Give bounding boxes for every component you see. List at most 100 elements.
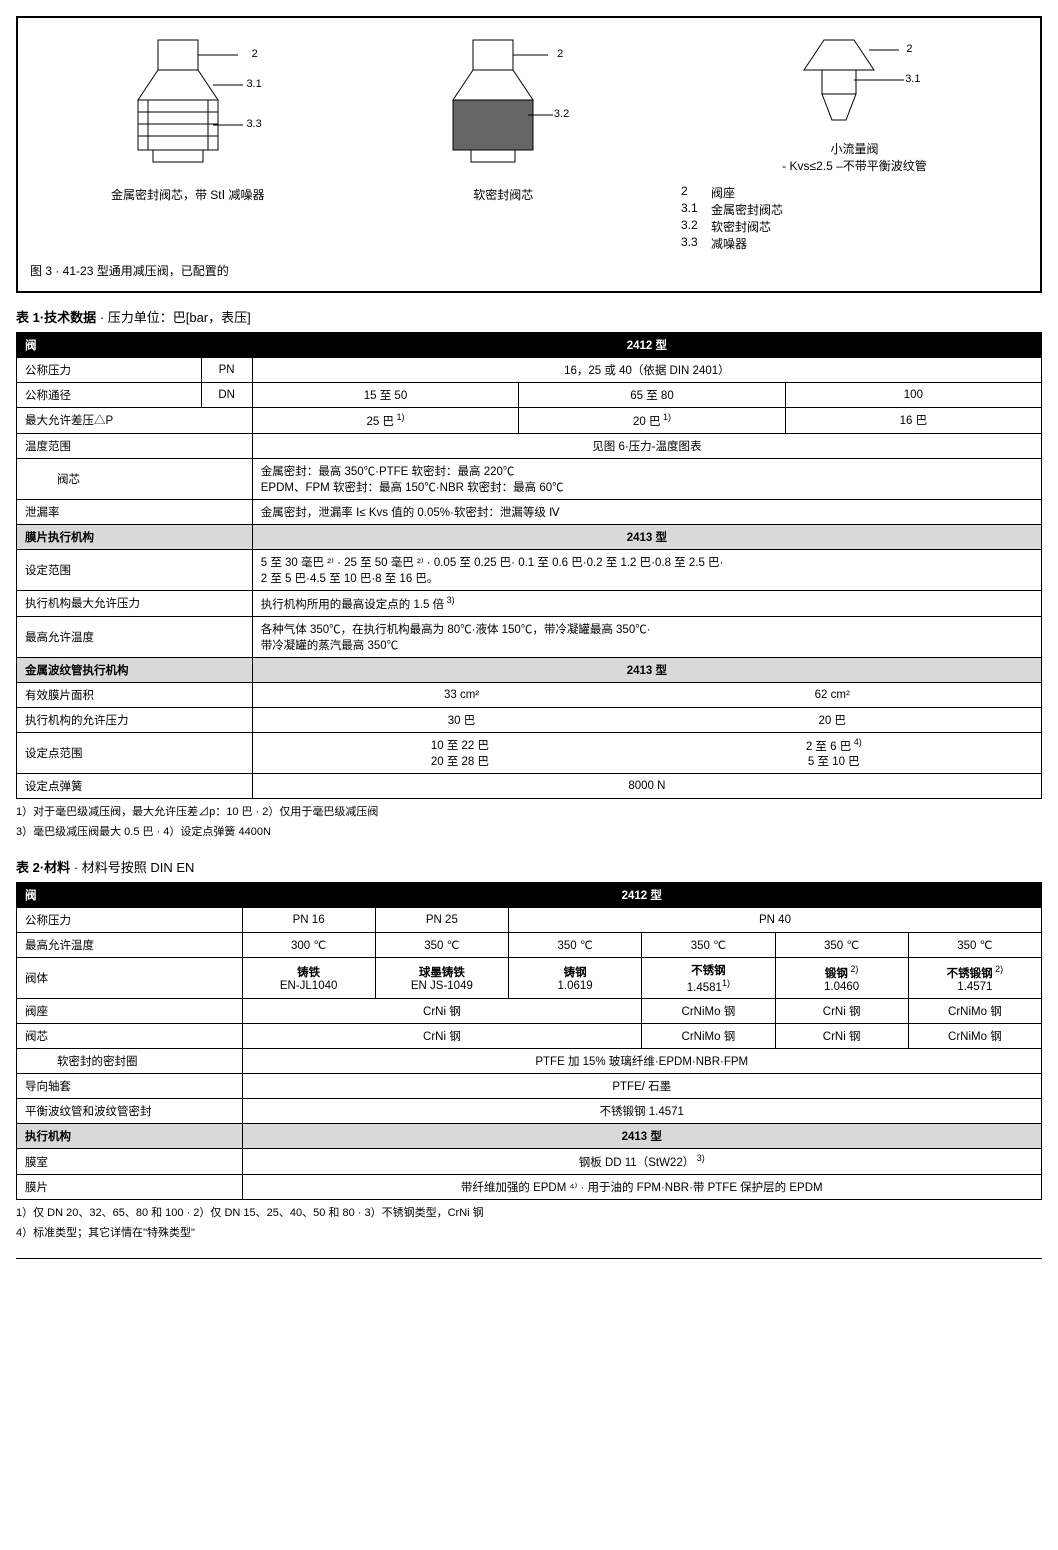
t2-t300: 300 ℃	[242, 933, 375, 958]
t1-allowp-b: 20 巴	[647, 712, 1018, 728]
t2-title-sub: · 材料号按照 DIN EN	[70, 860, 194, 875]
fig2-caption: 软密封阀芯	[473, 186, 533, 203]
t2-b2a: 球墨铸铁	[419, 967, 465, 979]
t2-b1b: EN-JL1040	[280, 980, 338, 992]
t2-maxt: 最高允许温度	[17, 933, 243, 958]
t2-bell: 平衡波纹管和波纹管密封	[17, 1099, 243, 1124]
t1-core: 阀芯	[17, 458, 253, 499]
t1-setp-b1-wrap: 2 至 6 巴 4)	[648, 737, 1019, 754]
t1-maxp-vv: 执行机构所用的最高设定点的 1.5 倍	[261, 599, 444, 611]
t1-dn-u: DN	[201, 383, 252, 408]
t1-pn-v: 16，25 或 40（依据 DIN 2401）	[252, 358, 1041, 383]
t2-b5a: 锻钢	[825, 968, 848, 980]
t1-2413: 2413 型	[252, 524, 1041, 549]
figure-box: 2 3.1 3.3 金属密封阀芯，带 StⅠ 减噪器 2 3.2 软密封	[16, 16, 1042, 293]
t1-set-v: 5 至 30 毫巴 ²⁾ · 25 至 50 毫巴 ²⁾ · 0.05 至 0.…	[252, 549, 1041, 590]
t2-core-crnimo: CrNiMo 钢	[642, 1024, 775, 1049]
fig3-label-31: 3.1	[905, 73, 920, 85]
table-2: 阀2412 型 公称压力PN 16PN 25PN 40 最高允许温度300 ℃3…	[16, 882, 1042, 1200]
t1-foot1: 1）对于毫巴级减压阀，最大允许压差⊿p：10 巴 · 2）仅用于毫巴级减压阀	[16, 803, 1042, 819]
t2-2412: 2412 型	[242, 883, 1042, 908]
t1-maxp: 执行机构最大允许压力	[17, 590, 253, 616]
t1-2413b: 2413 型	[252, 657, 1041, 682]
t1-area-v: 33 cm²62 cm²	[252, 682, 1041, 707]
t1-setp-v: 10 至 22 巴20 至 28 巴 2 至 6 巴 4)5 至 10 巴	[252, 732, 1041, 774]
t1-maxp-v: 执行机构所用的最高设定点的 1.5 倍 3)	[252, 590, 1041, 616]
figure-col-1: 2 3.1 3.3 金属密封阀芯，带 StⅠ 减噪器	[30, 30, 345, 203]
t2-pn25: PN 25	[375, 908, 508, 933]
t2-act: 执行机构	[17, 1124, 243, 1149]
t2-b4: 不锈钢1.45811)	[642, 958, 775, 999]
t2-b6: 不锈锻钢 2)1.4571	[908, 958, 1041, 999]
t2-b3a: 铸钢	[564, 967, 587, 979]
t1-area-b: 62 cm²	[647, 689, 1018, 701]
t2-soft-v: PTFE 加 15% 玻璃纤维·EPDM·NBR·FPM	[242, 1049, 1042, 1074]
t2-seat-crnimo: CrNiMo 钢	[642, 999, 775, 1024]
t1-pn: 公称压力	[17, 358, 202, 383]
t2-sleeve: 导向轴套	[17, 1074, 243, 1099]
t2-b6b: 1.4571	[957, 981, 992, 993]
fig3-label-2: 2	[906, 43, 912, 55]
t2-t350e: 350 ℃	[908, 933, 1041, 958]
t2-pn40: PN 40	[509, 908, 1042, 933]
t2-b1a: 铸铁	[297, 967, 320, 979]
t2-core-crni2: CrNi 钢	[775, 1024, 908, 1049]
figure-col-3: 2 3.1 小流量阀 - Kvs≤2.5 –不带平衡波纹管 2阀座 3.1金属密…	[661, 30, 1028, 252]
t1-temp: 温度范围	[17, 433, 253, 458]
t2-title: 表 2·材料 · 材料号按照 DIN EN	[16, 857, 1042, 876]
t2-b2: 球墨铸铁EN JS-1049	[375, 958, 508, 999]
t2-core-crni: CrNi 钢	[242, 1024, 642, 1049]
t2-b4a: 不锈钢	[691, 965, 726, 977]
fig2-label-32: 3.2	[554, 108, 569, 120]
t2-t350b: 350 ℃	[509, 933, 642, 958]
t1-core-v: 金属密封：最高 350℃·PTFE 软密封：最高 220℃ EPDM、FPM 软…	[252, 458, 1041, 499]
t2-t350d: 350 ℃	[775, 933, 908, 958]
t2-b3b: 1.0619	[558, 980, 593, 992]
t1-foot2: 3）毫巴级减压阀最大 0.5 巴 · 4）设定点弹簧 4400N	[16, 823, 1042, 839]
t2-core: 阀芯	[17, 1024, 243, 1049]
figure-col-2: 2 3.2 软密封阀芯	[345, 30, 660, 203]
legend-silencer: 减噪器	[711, 235, 747, 252]
footer-line	[16, 1258, 1042, 1259]
t2-b6a: 不锈锻钢	[947, 968, 993, 980]
t2-b5b: 1.0460	[824, 981, 859, 993]
t1-dn-c: 100	[785, 383, 1041, 408]
t1-dn-a: 15 至 50	[252, 383, 519, 408]
t1-allowp-v: 30 巴20 巴	[252, 707, 1041, 732]
t1-dp-a: 25 巴 1)	[252, 408, 519, 434]
t2-b5: 锻钢 2)1.0460	[775, 958, 908, 999]
t1-diaphragm: 膜片执行机构	[17, 524, 253, 549]
t1-2412: 2412 型	[252, 333, 1041, 358]
t1-area: 有效膜片面积	[17, 682, 253, 707]
t2-title-bold: 表 2·材料	[16, 860, 70, 875]
t2-pn: 公称压力	[17, 908, 243, 933]
legend-soft: 软密封阀芯	[711, 218, 771, 235]
t1-setp: 设定点范围	[17, 732, 253, 774]
t1-dn-b: 65 至 80	[519, 383, 786, 408]
t1-leak: 泄漏率	[17, 499, 253, 524]
t1-valve: 阀	[17, 333, 253, 358]
fig3-sub: - Kvs≤2.5 –不带平衡波纹管	[782, 157, 927, 174]
t1-allowp-a: 30 巴	[276, 712, 647, 728]
t1-setp-b1: 2 至 6 巴	[806, 740, 851, 752]
t2-valve: 阀	[17, 883, 243, 908]
t2-chamber-vv: 钢板 DD 11（StW22）	[579, 1157, 694, 1169]
t1-area-a: 33 cm²	[276, 689, 647, 701]
t2-t350c: 350 ℃	[642, 933, 775, 958]
legend-metal: 金属密封阀芯	[711, 201, 783, 218]
t2-bell-v: 不锈锻钢 1.4571	[242, 1099, 1042, 1124]
t2-soft: 软密封的密封圈	[17, 1049, 243, 1074]
t1-dp-b: 20 巴 1)	[519, 408, 786, 434]
t2-b2b: EN JS-1049	[411, 980, 473, 992]
fig1-label-33: 3.3	[246, 118, 261, 130]
t2-t350a: 350 ℃	[375, 933, 508, 958]
t2-b4b: 1.4581	[687, 982, 722, 994]
figure-bottom-caption: 图 3 · 41-23 型通用减压阀，已配置的	[30, 262, 1028, 279]
t1-setp-a2: 20 至 28 巴	[275, 753, 646, 769]
t2-foot1: 1）仅 DN 20、32、65、80 和 100 · 2）仅 DN 15、25、…	[16, 1204, 1042, 1220]
t1-dp-b-v: 20 巴	[633, 416, 661, 428]
t1-spring-v: 8000 N	[252, 774, 1041, 799]
t1-title-sub: · 压力单位：巴[bar，表压]	[96, 310, 251, 325]
t1-dp-a-v: 25 巴	[366, 416, 394, 428]
t2-core-crnimo2: CrNiMo 钢	[908, 1024, 1041, 1049]
